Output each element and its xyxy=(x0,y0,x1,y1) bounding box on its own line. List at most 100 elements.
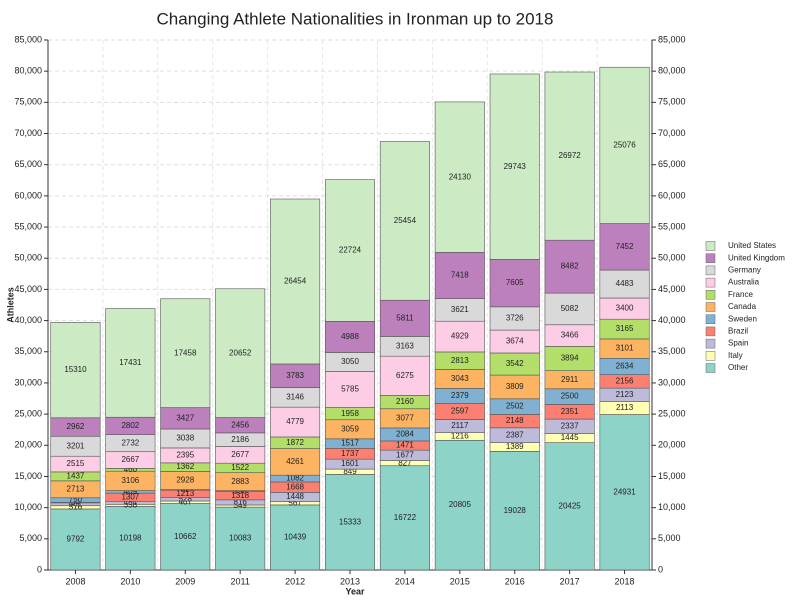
segment-label: 10662 xyxy=(174,532,197,541)
segment-label: 17431 xyxy=(119,358,142,367)
y-tick-label: 30,000 xyxy=(14,377,42,387)
segment-label: 2667 xyxy=(121,455,139,464)
segment-label: 3038 xyxy=(176,434,194,443)
segment-label: 4483 xyxy=(616,279,634,288)
x-tick-label: 2014 xyxy=(395,576,415,586)
x-axis-label: Year xyxy=(345,586,365,596)
segment-label: 24130 xyxy=(449,172,472,181)
y2-tick-label: 40,000 xyxy=(658,315,686,325)
segment-label: 2515 xyxy=(67,459,85,468)
segment-label: 15333 xyxy=(339,517,362,526)
y2-tick-label: 55,000 xyxy=(658,221,686,231)
y2-tick-label: 80,000 xyxy=(658,66,686,76)
segment-label: 3726 xyxy=(506,314,524,323)
segment-label: 1737 xyxy=(341,449,359,458)
segment-label: 1437 xyxy=(67,471,85,480)
segment-label: 4988 xyxy=(341,332,359,341)
segment-label: 1677 xyxy=(396,450,414,459)
segment-label: 25076 xyxy=(613,141,636,150)
legend-label: Sweden xyxy=(728,314,757,323)
segment-label: 2186 xyxy=(231,435,249,444)
segment-label: 19028 xyxy=(504,506,527,515)
segment-label: 2379 xyxy=(451,391,469,400)
y2-tick-label: 60,000 xyxy=(658,190,686,200)
legend-swatch xyxy=(706,315,715,324)
segment-label: 3165 xyxy=(616,324,634,333)
y2-tick-label: 5,000 xyxy=(658,533,681,543)
x-tick-label: 2013 xyxy=(340,576,360,586)
y2-tick-label: 70,000 xyxy=(658,128,686,138)
segment-label: 7605 xyxy=(506,278,524,287)
y2-tick-label: 85,000 xyxy=(658,34,686,44)
segment-label: 2677 xyxy=(231,450,249,459)
segment-label: 1389 xyxy=(506,442,524,451)
segment-label: 20805 xyxy=(449,500,472,509)
segment-label: 9792 xyxy=(67,535,85,544)
legend-swatch xyxy=(706,303,715,312)
segment-label: 1445 xyxy=(561,433,579,442)
y2-tick-label: 65,000 xyxy=(658,159,686,169)
legend-label: Italy xyxy=(728,351,743,360)
y-tick-label: 40,000 xyxy=(14,315,42,325)
y-tick-label: 10,000 xyxy=(14,502,42,512)
segment-label: 3621 xyxy=(451,305,469,314)
segment-label: 3783 xyxy=(286,371,304,380)
x-tick-label: 2018 xyxy=(615,576,635,586)
legend-swatch xyxy=(706,266,715,275)
legend-label: Other xyxy=(728,363,748,372)
y-tick-label: 75,000 xyxy=(14,97,42,107)
segment-label: 4779 xyxy=(286,417,304,426)
segment-label: 2456 xyxy=(231,420,249,429)
legend-label: Canada xyxy=(728,302,757,311)
segment-label: 4261 xyxy=(286,457,304,466)
segment-label: 2732 xyxy=(121,438,139,447)
segment-label: 29743 xyxy=(504,162,527,171)
segment-label: 2160 xyxy=(396,397,414,406)
segment-label: 3101 xyxy=(616,344,634,353)
segment-label: 2113 xyxy=(616,403,634,412)
legend-label: Germany xyxy=(728,266,761,275)
x-tick-label: 2008 xyxy=(65,576,85,586)
segment-label: 6275 xyxy=(396,371,414,380)
segment-label: 10439 xyxy=(284,533,307,542)
legend-label: Brazil xyxy=(728,327,748,336)
segment-label: 1448 xyxy=(286,492,304,501)
segment-label: 2802 xyxy=(121,421,139,430)
segment-label: 3542 xyxy=(506,359,524,368)
legend-label: United Kingdom xyxy=(728,253,785,262)
segment-label: 4929 xyxy=(451,332,469,341)
segment-label: 10198 xyxy=(119,533,142,542)
y-tick-label: 50,000 xyxy=(14,253,42,263)
segment-label: 2911 xyxy=(561,375,579,384)
segment-label: 20652 xyxy=(229,348,252,357)
segment-label: 5082 xyxy=(561,304,579,313)
segment-label: 17458 xyxy=(174,348,197,357)
segment-label: 3050 xyxy=(341,357,359,366)
segment-label: 2337 xyxy=(561,421,579,430)
legend-swatch xyxy=(706,278,715,287)
y2-tick-label: 50,000 xyxy=(658,253,686,263)
segment-label: 3809 xyxy=(506,382,524,391)
segment-label: 5811 xyxy=(396,313,414,322)
x-tick-label: 2017 xyxy=(560,576,580,586)
legend-swatch xyxy=(706,254,715,263)
segment-label: 26972 xyxy=(559,151,582,160)
y-tick-label: 35,000 xyxy=(14,346,42,356)
legend-swatch xyxy=(706,364,715,373)
chart-title: Changing Athlete Nationalities in Ironma… xyxy=(157,9,554,28)
legend-label: United States xyxy=(728,241,776,250)
segment-label: 10083 xyxy=(229,534,252,543)
segment-label: 2387 xyxy=(506,430,524,439)
segment-label: 1362 xyxy=(176,462,194,471)
segment-label: 3427 xyxy=(176,413,194,422)
y2-tick-label: 45,000 xyxy=(658,284,686,294)
y-tick-label: 70,000 xyxy=(14,128,42,138)
segment-label: 3043 xyxy=(451,374,469,383)
segment-label: 2813 xyxy=(451,356,469,365)
segment-label: 3146 xyxy=(286,392,304,401)
y-tick-label: 80,000 xyxy=(14,66,42,76)
y-tick-label: 60,000 xyxy=(14,190,42,200)
y-tick-label: 0 xyxy=(37,564,42,574)
y2-tick-label: 15,000 xyxy=(658,471,686,481)
